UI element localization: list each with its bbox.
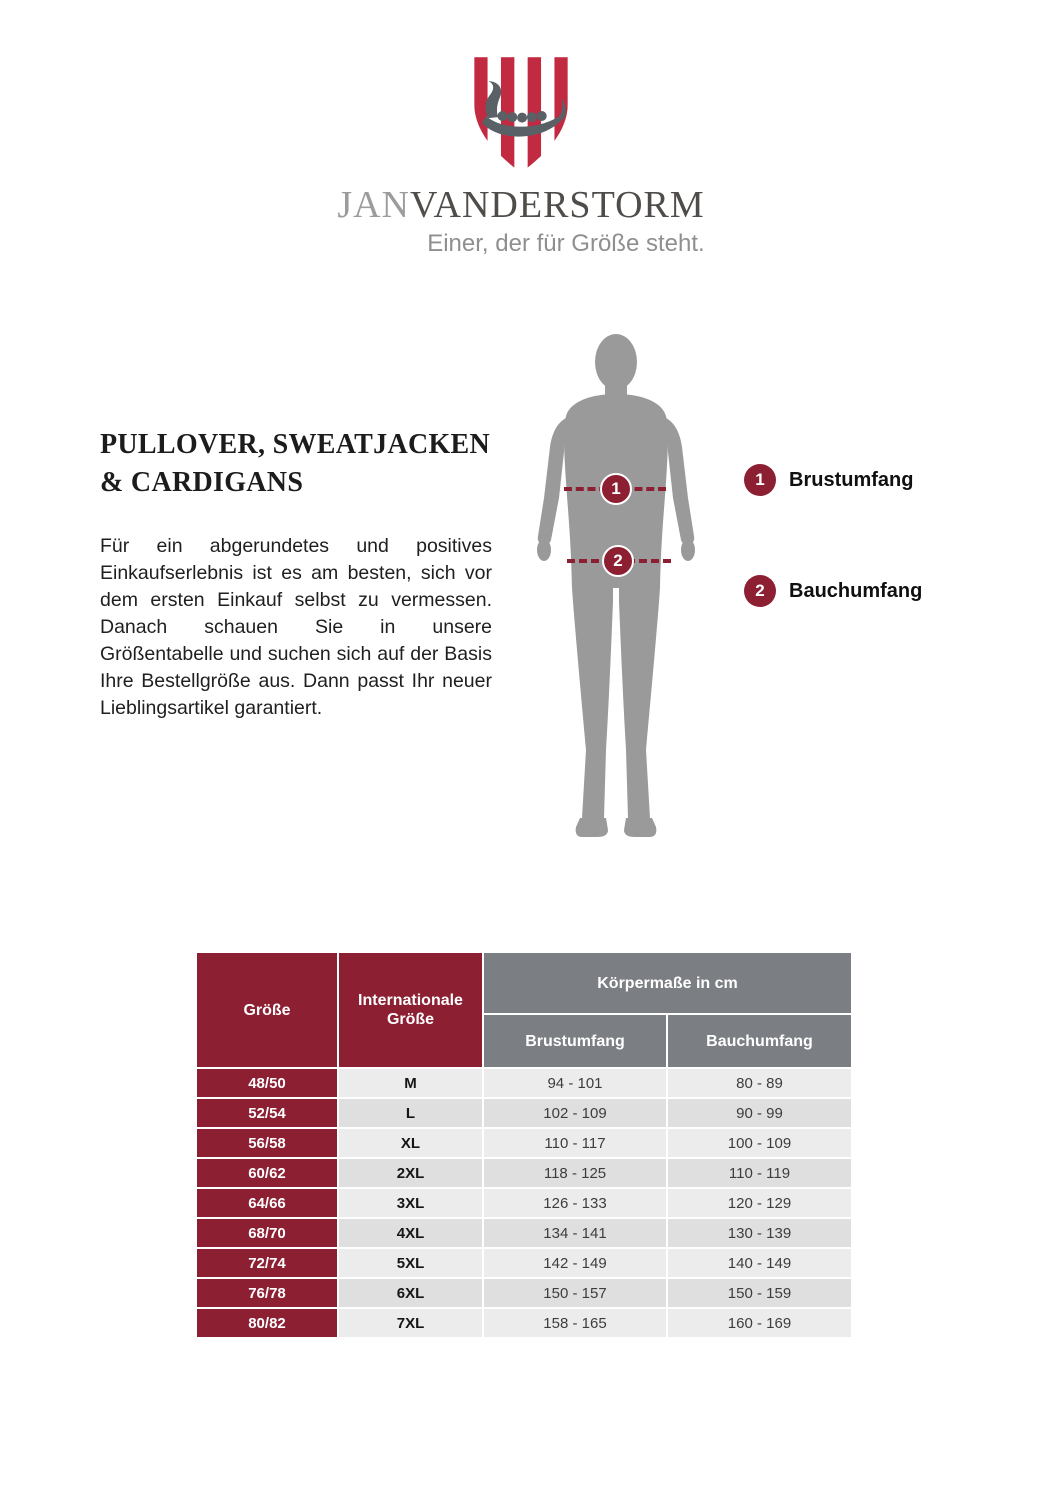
intl-size-cell: 7XL: [339, 1309, 482, 1337]
chest-range-cell: 110 - 117: [484, 1129, 666, 1157]
header-koerpermasse: Körpermaße in cm: [484, 953, 851, 1013]
size-cell: 56/58: [197, 1129, 337, 1157]
waist-marker-badge: 2: [602, 545, 634, 577]
body-silhouette: [537, 334, 695, 837]
brand-wordmark: JANVANDERSTORM: [337, 183, 704, 227]
legend-badge-1: 1: [744, 464, 776, 496]
intl-size-cell: 2XL: [339, 1159, 482, 1187]
waist-range-cell: 150 - 159: [668, 1279, 851, 1307]
chest-range-cell: 142 - 149: [484, 1249, 666, 1277]
chest-range-cell: 102 - 109: [484, 1099, 666, 1127]
page-title-line2: & CARDIGANS: [100, 467, 304, 498]
legend-badge-2: 2: [744, 575, 776, 607]
waist-range-cell: 120 - 129: [668, 1189, 851, 1217]
chest-marker-badge: 1: [600, 473, 632, 505]
size-cell: 76/78: [197, 1279, 337, 1307]
size-cell: 48/50: [197, 1069, 337, 1097]
header-international: Internationale Größe: [339, 953, 482, 1067]
size-cell: 52/54: [197, 1099, 337, 1127]
chest-range-cell: 134 - 141: [484, 1219, 666, 1247]
legend-item-brustumfang: 1 Brustumfang: [744, 464, 913, 496]
chest-range-cell: 118 - 125: [484, 1159, 666, 1187]
intro-paragraph: Für ein abgerundetes und positives Einka…: [100, 535, 492, 719]
chest-range-cell: 158 - 165: [484, 1309, 666, 1337]
intl-size-cell: 5XL: [339, 1249, 482, 1277]
brand-name-vanderstorm: VANDERSTORM: [410, 184, 705, 226]
header-brustumfang: Brustumfang: [484, 1015, 666, 1067]
measurement-legend: 1 Brustumfang 2 Bauchumfang: [744, 464, 1004, 624]
header-bauchumfang: Bauchumfang: [668, 1015, 851, 1067]
measurement-figure: 1 2: [520, 330, 712, 852]
page-title: PULLOVER, SWEATJACKEN & CARDIGANS: [100, 426, 490, 502]
size-table-grid: Größe Internationale Größe Körpermaße in…: [197, 953, 851, 1337]
waist-range-cell: 160 - 169: [668, 1309, 851, 1337]
intl-size-cell: 4XL: [339, 1219, 482, 1247]
waist-range-cell: 130 - 139: [668, 1219, 851, 1247]
size-cell: 60/62: [197, 1159, 337, 1187]
waist-range-cell: 80 - 89: [668, 1069, 851, 1097]
legend-label-brustumfang: Brustumfang: [789, 468, 914, 491]
page-title-line1: PULLOVER, SWEATJACKEN: [100, 429, 491, 460]
intl-size-cell: L: [339, 1099, 482, 1127]
brand-name-jan: JAN: [337, 184, 410, 226]
waist-range-cell: 110 - 119: [668, 1159, 851, 1187]
viking-ship-icon: [481, 81, 566, 137]
size-cell: 68/70: [197, 1219, 337, 1247]
size-cell: 80/82: [197, 1309, 337, 1337]
waist-range-cell: 90 - 99: [668, 1099, 851, 1127]
waist-range-cell: 140 - 149: [668, 1249, 851, 1277]
header-groesse: Größe: [197, 953, 337, 1067]
brand-header: JANVANDERSTORM Einer, der für Größe steh…: [0, 55, 1042, 258]
intl-size-cell: M: [339, 1069, 482, 1097]
chest-range-cell: 126 - 133: [484, 1189, 666, 1217]
waist-range-cell: 100 - 109: [668, 1129, 851, 1157]
intl-size-cell: 3XL: [339, 1189, 482, 1217]
size-cell: 64/66: [197, 1189, 337, 1217]
intl-size-cell: 6XL: [339, 1279, 482, 1307]
intl-size-cell: XL: [339, 1129, 482, 1157]
legend-item-bauchumfang: 2 Bauchumfang: [744, 575, 922, 607]
chest-range-cell: 94 - 101: [484, 1069, 666, 1097]
brand-shield-logo: [474, 57, 568, 173]
brand-tagline: Einer, der für Größe steht.: [427, 230, 705, 257]
size-table: Größe Internationale Größe Körpermaße in…: [197, 953, 851, 1337]
brand-text-block: JANVANDERSTORM Einer, der für Größe steh…: [337, 183, 704, 258]
legend-label-bauchumfang: Bauchumfang: [789, 579, 923, 602]
size-cell: 72/74: [197, 1249, 337, 1277]
chest-range-cell: 150 - 157: [484, 1279, 666, 1307]
